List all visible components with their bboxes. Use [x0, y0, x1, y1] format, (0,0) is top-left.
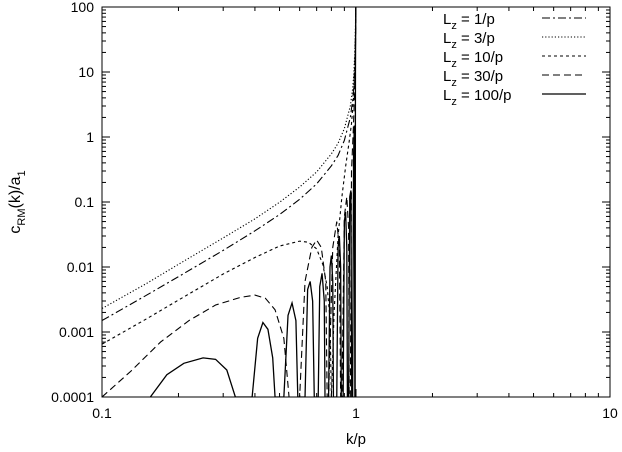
y-axis-label-mid: (k)/a [7, 176, 24, 208]
y-tick-label-2: 0.01 [67, 259, 94, 275]
y-tick-label-4: 1 [86, 129, 94, 145]
legend-label-2: Lz = 10/p [443, 49, 503, 70]
series-line-3 [102, 7, 357, 397]
legend: Lz = 1/pLz = 3/pLz = 10/pLz = 30/pLz = 1… [443, 11, 586, 108]
legend-label-0: Lz = 1/p [443, 11, 495, 32]
x-tick-label-1: 1 [352, 405, 360, 421]
y-tick-label-1: 0.001 [59, 324, 94, 340]
series-line-4 [149, 7, 357, 397]
y-tick-label-3: 0.1 [75, 194, 95, 210]
y-tick-label-0: 0.0001 [51, 389, 94, 405]
legend-label-1: Lz = 3/p [443, 30, 495, 51]
series-line-0 [102, 7, 357, 322]
y-axis-label: cRM(k)/a1 [7, 170, 28, 233]
y-axis-label-sub2: 1 [16, 170, 28, 176]
legend-label-3: Lz = 30/p [443, 68, 503, 89]
x-axis-label: k/p [346, 431, 366, 448]
y-axis-label-sub: RM [16, 209, 28, 226]
x-tick-label-2: 10 [602, 405, 618, 421]
legend-label-4: Lz = 100/p [443, 87, 511, 108]
ticks-group: 0.1 1 10 0.0001 0.001 0.01 0.1 1 10 100 [51, 0, 618, 421]
y-tick-label-5: 10 [78, 64, 94, 80]
y-axis-label-main: c [7, 226, 24, 234]
series-group [102, 7, 357, 397]
x-tick-label-0: 0.1 [92, 405, 112, 421]
y-tick-label-6: 100 [71, 0, 95, 15]
